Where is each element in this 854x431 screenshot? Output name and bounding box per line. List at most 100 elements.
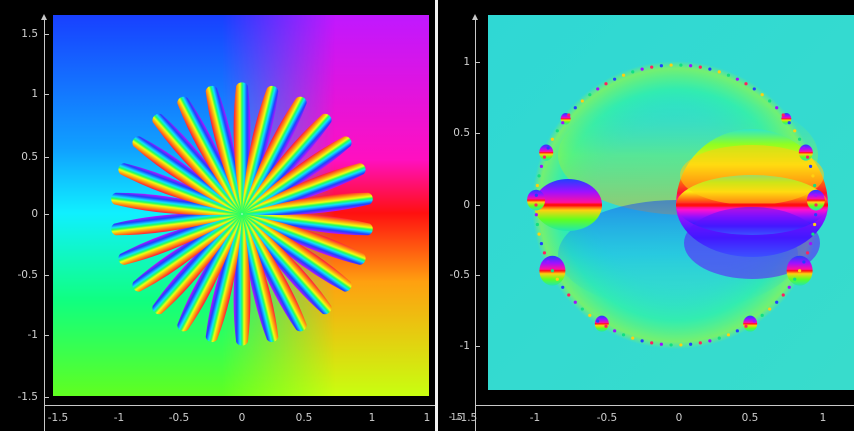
boundary-dot	[534, 193, 538, 197]
boundary-dot	[808, 241, 813, 246]
boundary-dot	[811, 232, 815, 236]
boundary-dot	[735, 329, 739, 333]
left-y-tick-label: -0.5	[17, 269, 39, 281]
boundary-dot	[596, 319, 600, 323]
boundary-dot	[775, 300, 779, 304]
right-y-axis-arrow	[472, 14, 478, 20]
left-y-axis	[44, 20, 45, 431]
petal	[111, 192, 242, 216]
boundary-dot	[781, 113, 785, 117]
boundary-dot	[744, 324, 748, 328]
left-y-tick-label: -1.5	[17, 391, 39, 403]
left-plot-panel: 1.5 1 0.5 0 -0.5 -1 -1.5 -1.5 -1 -0.5 0 …	[17, 14, 435, 431]
bulb	[743, 315, 758, 332]
boundary-dot	[689, 342, 693, 346]
right-x-axis	[475, 405, 854, 406]
right-y-tick-label: -0.5	[449, 269, 471, 281]
boundary-dot	[768, 99, 772, 103]
boundary-dot	[659, 64, 663, 68]
bulb	[806, 189, 825, 211]
right-plot-area	[488, 15, 854, 390]
boundary-dot	[631, 336, 635, 340]
boundary-dot	[781, 293, 785, 297]
boundary-dot	[650, 341, 654, 345]
boundary-dot	[640, 339, 644, 343]
left-y-tick	[44, 335, 49, 336]
right-y-tick	[475, 205, 480, 206]
boundary-dot	[814, 193, 818, 197]
boundary-dot	[708, 67, 712, 71]
right-x-origin-label: -1.5	[448, 412, 463, 423]
left-plot-area	[53, 15, 429, 396]
right-y-tick-label: -1	[459, 340, 470, 352]
petal	[242, 136, 352, 214]
left-y-tick	[44, 94, 49, 95]
boundary-dot	[760, 313, 764, 317]
boundary-dot	[539, 164, 544, 169]
boundary-dot	[613, 77, 617, 81]
boundary-dot	[798, 269, 802, 273]
boundary-dot	[708, 339, 712, 343]
center-point	[234, 206, 250, 222]
bulb	[539, 144, 554, 161]
left-y-tick-label: 1.5	[21, 28, 38, 40]
boundary-dot	[542, 155, 547, 159]
petal	[111, 212, 242, 236]
right-y-tick	[475, 346, 480, 347]
boundary-dot	[631, 70, 635, 74]
right-x-tick-label: -1	[529, 412, 541, 424]
boundary-dot	[814, 213, 818, 217]
boundary-dot	[679, 63, 683, 67]
boundary-dot	[546, 146, 550, 150]
boundary-dot	[640, 67, 644, 71]
boundary-dot	[546, 260, 550, 264]
boundary-dot	[726, 333, 731, 337]
petal	[242, 214, 352, 292]
right-y-tick-label: 0.5	[453, 127, 470, 139]
petal	[242, 163, 366, 214]
right-x-tick-label: 0.5	[741, 412, 759, 424]
panel-divider	[435, 0, 438, 431]
boundary-dot	[588, 313, 592, 317]
boundary-dot	[573, 106, 577, 110]
boundary-dot	[588, 93, 592, 97]
right-y-tick	[475, 275, 480, 276]
petal	[118, 163, 242, 214]
boundary-dot	[669, 343, 673, 347]
boundary-dot	[793, 129, 797, 133]
left-y-tick-label: 0.5	[21, 151, 38, 163]
boundary-dot	[735, 77, 739, 81]
boundary-dot	[679, 343, 683, 347]
petal	[132, 136, 242, 214]
left-x-tick-label: 0.5	[295, 412, 313, 424]
boundary-dot	[813, 222, 817, 227]
boundary-dot	[808, 164, 813, 169]
petal	[152, 214, 242, 315]
right-y-tick	[475, 62, 480, 63]
left-x-tick-label: -1.5	[47, 412, 69, 424]
boundary-dot	[550, 269, 554, 273]
right-plot-panel: 1 0.5 0 -0.5 -1 -1.5 -1.5 -1 -0.5 0 0.5 …	[438, 0, 854, 431]
left-x-tick-label: 0	[238, 412, 246, 424]
petal-group	[111, 82, 373, 346]
boundary-dot	[580, 99, 584, 103]
boundary-dot	[798, 137, 802, 141]
boundary-dot	[621, 333, 626, 337]
left-y-tick-label: 1	[31, 88, 38, 100]
petal	[242, 85, 279, 214]
boundary-dot	[760, 93, 764, 97]
left-domain-coloring	[53, 15, 429, 396]
boundary-dot	[805, 251, 810, 255]
left-y-tick	[44, 34, 49, 35]
petal	[118, 214, 242, 265]
right-y-tick	[475, 133, 480, 134]
left-x-tick-label: -1	[113, 412, 125, 424]
boundary-dot	[717, 70, 721, 74]
boundary-dot	[669, 63, 673, 67]
boundary-dot	[717, 336, 721, 340]
right-x-tick-label: -0.5	[596, 412, 618, 424]
boundary-dot	[613, 329, 617, 333]
boundary-dot	[550, 137, 554, 141]
boundary-dot	[659, 342, 663, 346]
boundary-dot	[604, 82, 608, 86]
